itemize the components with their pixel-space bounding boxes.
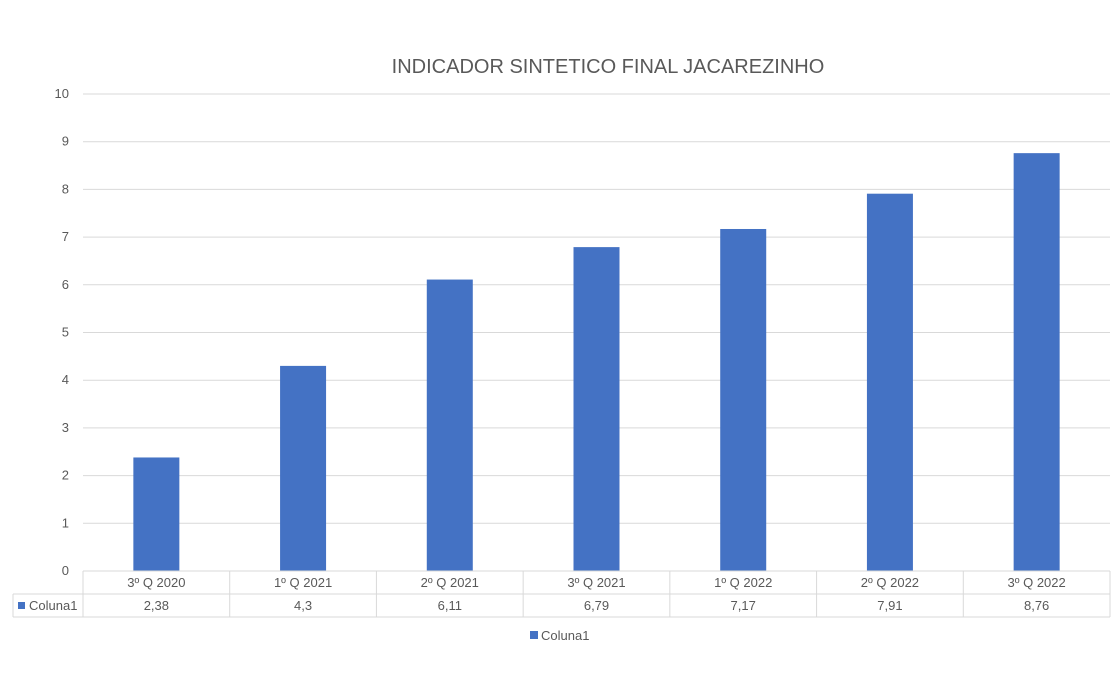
value-label: 6,11	[438, 598, 462, 613]
y-tick-label: 10	[55, 86, 69, 101]
category-label: 2º Q 2022	[861, 575, 919, 590]
value-label: 8,76	[1024, 598, 1049, 613]
bars	[133, 153, 1060, 571]
data-table: 3º Q 2020 2,38 1º Q 2021 4,3 2º Q 2021 6,11 3º…	[12, 570, 1111, 618]
category-label: 3º Q 2020	[127, 575, 185, 590]
y-tick-label: 9	[62, 134, 69, 149]
category-label: 3º Q 2022	[1008, 575, 1066, 590]
y-tick-label: 4	[62, 372, 69, 387]
value-label: 2,38	[144, 598, 169, 613]
chart-title: INDICADOR SINTETICO FINAL JACAREZINHO	[392, 56, 825, 78]
category-label: 2º Q 2021	[421, 575, 479, 590]
y-tick-label: 5	[62, 325, 69, 340]
value-label: 6,79	[584, 598, 609, 613]
y-tick-label: 3	[62, 420, 69, 435]
category-label: 1º Q 2022	[714, 575, 772, 590]
legend: Coluna1	[530, 628, 589, 643]
table-series-name: Coluna1	[29, 598, 77, 613]
bar	[280, 365, 327, 571]
y-tick-label: 7	[62, 229, 69, 244]
bar	[426, 279, 473, 571]
table-series-key	[18, 602, 25, 609]
y-tick-label: 1	[62, 515, 69, 530]
y-tick-label: 2	[62, 468, 69, 483]
bar	[1013, 153, 1060, 571]
bar	[133, 457, 180, 571]
category-label: 1º Q 2021	[274, 575, 332, 590]
y-axis-ticks: 0 1 2 3 4 5 6 7 8 9 10	[55, 86, 69, 578]
value-label: 7,91	[877, 598, 902, 613]
y-tick-label: 6	[62, 277, 69, 292]
legend-label: Coluna1	[541, 628, 589, 643]
bar	[866, 193, 913, 571]
bar	[720, 228, 767, 571]
y-tick-label: 0	[62, 563, 69, 578]
y-tick-label: 8	[62, 181, 69, 196]
value-label: 7,17	[731, 598, 756, 613]
bar	[573, 247, 620, 571]
category-label: 3º Q 2021	[567, 575, 625, 590]
value-label: 4,3	[294, 598, 312, 613]
legend-key	[530, 631, 538, 639]
